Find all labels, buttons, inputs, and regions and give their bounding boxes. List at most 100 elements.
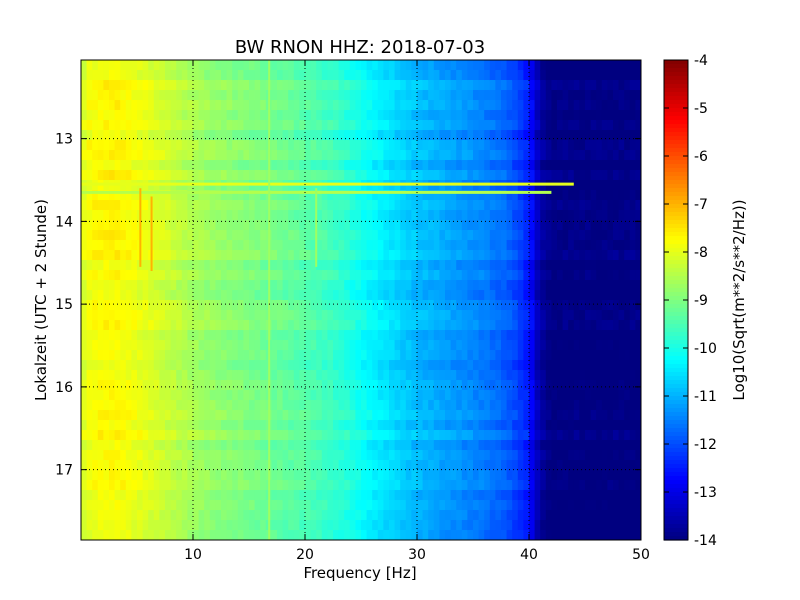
heatmap-cell <box>428 70 435 81</box>
heatmap-cell <box>344 420 351 431</box>
heatmap-cell <box>120 160 127 171</box>
heatmap-cell <box>226 430 233 441</box>
x-axis-ticks: 10 20 30 40 50 <box>184 60 650 563</box>
heatmap-cell <box>512 90 519 101</box>
heatmap-cell <box>618 160 625 171</box>
heatmap-column <box>204 60 211 540</box>
heatmap-cell <box>86 120 93 131</box>
heatmap-cell <box>512 470 519 481</box>
heatmap-cell <box>467 220 474 231</box>
heatmap-cell <box>271 440 278 451</box>
heatmap-cell <box>372 210 379 221</box>
heatmap-cell <box>489 240 496 251</box>
heatmap-cell <box>271 120 278 131</box>
heatmap-cell <box>131 290 138 301</box>
heatmap-cell <box>596 130 603 141</box>
heatmap-cell <box>590 300 597 311</box>
heatmap-cell <box>512 360 519 371</box>
heatmap-cell <box>411 520 418 531</box>
heatmap-cell <box>439 520 446 531</box>
heatmap-cell <box>618 480 625 491</box>
heatmap-cell <box>176 140 183 151</box>
heatmap-cell <box>529 140 536 151</box>
heatmap-cell <box>310 500 317 511</box>
heatmap-cell <box>209 420 216 431</box>
heatmap-cell <box>338 110 345 121</box>
heatmap-cell <box>450 480 457 491</box>
colorbar-segment <box>664 104 688 109</box>
heatmap-cell <box>484 150 491 161</box>
heatmap-cell <box>467 170 474 181</box>
x-tick-label: 20 <box>296 547 314 563</box>
heatmap-cell <box>473 510 480 521</box>
heatmap-cell <box>327 430 334 441</box>
heatmap-cell <box>579 60 586 71</box>
heatmap-cell <box>517 260 524 271</box>
heatmap-cell <box>81 470 88 481</box>
heatmap-cell <box>439 300 446 311</box>
heatmap-cell <box>394 270 401 281</box>
heatmap-cell <box>433 420 440 431</box>
heatmap-cell <box>159 60 166 71</box>
heatmap-cell <box>153 170 160 181</box>
heatmap-cell <box>249 90 256 101</box>
heatmap-cell <box>495 90 502 101</box>
heatmap-cell <box>221 210 228 221</box>
heatmap-cell <box>249 430 256 441</box>
heatmap-cell <box>590 420 597 431</box>
heatmap-cell <box>221 440 228 451</box>
heatmap-cell <box>215 480 222 491</box>
heatmap-cell <box>417 480 424 491</box>
heatmap-cell <box>86 300 93 311</box>
heatmap-cell <box>534 400 541 411</box>
heatmap-cell <box>137 330 144 341</box>
heatmap-cell <box>165 460 172 471</box>
heatmap-cell <box>237 280 244 291</box>
heatmap-cell <box>221 140 228 151</box>
heatmap-cell <box>439 480 446 491</box>
heatmap-cell <box>344 80 351 91</box>
heatmap-cell <box>489 480 496 491</box>
heatmap-cell <box>417 440 424 451</box>
heatmap-cell <box>327 420 334 431</box>
heatmap-cell <box>97 210 104 221</box>
heatmap-cell <box>349 260 356 271</box>
heatmap-cell <box>573 70 580 81</box>
heatmap-cell <box>120 400 127 411</box>
heatmap-cell <box>204 240 211 251</box>
heatmap-cell <box>557 200 564 211</box>
heatmap-cell <box>86 150 93 161</box>
heatmap-cell <box>333 460 340 471</box>
heatmap-cell <box>601 450 608 461</box>
heatmap-cell <box>467 260 474 271</box>
heatmap-cell <box>165 250 172 261</box>
heatmap-cell <box>243 140 250 151</box>
heatmap-cell <box>629 220 636 231</box>
heatmap-cell <box>624 490 631 501</box>
heatmap-cell <box>618 530 625 540</box>
heatmap-cell <box>193 120 200 131</box>
heatmap-cell <box>316 450 323 461</box>
heatmap-cell <box>445 130 452 141</box>
heatmap-cell <box>562 490 569 501</box>
heatmap-cell <box>333 510 340 521</box>
heatmap-cell <box>226 490 233 501</box>
heatmap-cell <box>433 280 440 291</box>
heatmap-cell <box>221 430 228 441</box>
heatmap-cell <box>282 250 289 261</box>
heatmap-cell <box>484 430 491 441</box>
heatmap-cell <box>607 190 614 201</box>
heatmap-cell <box>372 280 379 291</box>
heatmap-cell <box>310 370 317 381</box>
heatmap-cell <box>81 520 88 531</box>
heatmap-cell <box>153 360 160 371</box>
heatmap-cell <box>439 160 446 171</box>
heatmap-cell <box>495 450 502 461</box>
heatmap-cell <box>148 490 155 501</box>
heatmap-cell <box>562 70 569 81</box>
heatmap-cell <box>461 250 468 261</box>
heatmap-cell <box>389 430 396 441</box>
heatmap-cell <box>405 220 412 231</box>
heatmap-cell <box>579 350 586 361</box>
heatmap-cell <box>226 460 233 471</box>
